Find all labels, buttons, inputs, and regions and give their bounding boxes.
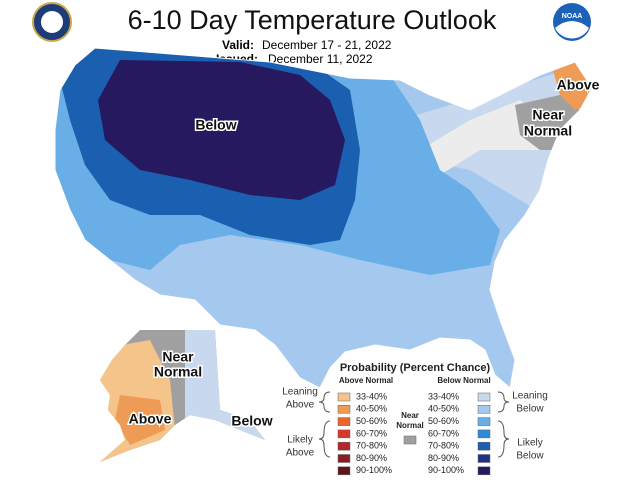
map-label: Near xyxy=(532,107,564,123)
map-label: Near xyxy=(162,349,194,365)
group-label: Leaning xyxy=(512,391,548,402)
swatch xyxy=(477,392,491,402)
swatch xyxy=(477,405,491,414)
bin-label: 80-90% xyxy=(428,453,459,463)
swatch xyxy=(337,417,351,426)
bin-label: 33-40% xyxy=(356,391,387,401)
bin-label: 70-80% xyxy=(428,441,459,451)
commerce-logo-inner xyxy=(41,11,63,33)
group-label: Leaning xyxy=(282,387,318,398)
group-label: Below xyxy=(516,451,544,462)
map-label: Below xyxy=(231,413,272,429)
group-label: Below xyxy=(516,404,544,415)
bin-label: 80-90% xyxy=(356,453,387,463)
near-normal-label: Near xyxy=(401,411,419,420)
legend-header: Below Normal xyxy=(437,376,490,385)
bin-label: 90-100% xyxy=(428,465,464,475)
map-label: Below xyxy=(195,117,236,133)
near-normal-label: Normal xyxy=(396,421,424,430)
title: 6-10 Day Temperature Outlook xyxy=(128,5,497,35)
bin-label: 40-50% xyxy=(356,404,387,414)
bin-label: 90-100% xyxy=(356,465,392,475)
zone-90-100-below xyxy=(98,60,345,200)
bin-label: 50-60% xyxy=(428,416,459,426)
bin-label: 40-50% xyxy=(428,404,459,414)
bin-label: 33-40% xyxy=(428,391,459,401)
group-label: Likely xyxy=(517,438,543,449)
legend-header: Above Normal xyxy=(339,376,393,385)
group-label: Above xyxy=(286,400,315,411)
swatch xyxy=(337,429,351,439)
legend: Probability (Percent Chance) Above Norma… xyxy=(282,362,548,475)
swatch xyxy=(477,454,491,463)
issued-date: December 11, 2022 xyxy=(268,52,373,66)
swatch xyxy=(337,405,351,414)
bin-label: 60-70% xyxy=(356,428,387,438)
swatch xyxy=(477,429,491,439)
bin-label: 60-70% xyxy=(428,428,459,438)
swatch xyxy=(403,435,417,445)
legend-braces xyxy=(318,391,510,458)
ak-below xyxy=(185,330,265,462)
map-label: Above xyxy=(129,411,172,427)
swatch xyxy=(477,441,491,451)
bin-label: 50-60% xyxy=(356,416,387,426)
valid-dates: December 17 - 21, 2022 xyxy=(262,38,392,52)
noaa-logo-wave xyxy=(555,21,589,39)
map-label: Normal xyxy=(154,364,202,380)
swatch xyxy=(337,441,351,451)
group-label: Likely xyxy=(287,435,313,446)
swatch xyxy=(337,392,351,402)
alaska xyxy=(100,330,265,462)
swatch xyxy=(477,417,491,426)
valid-label: Valid: xyxy=(222,38,254,52)
map-label: Above xyxy=(557,77,600,93)
swatch xyxy=(477,466,491,476)
group-label: Above xyxy=(286,448,315,459)
legend-title: Probability (Percent Chance) xyxy=(340,362,491,374)
swatch xyxy=(337,466,351,476)
bin-label: 70-80% xyxy=(356,441,387,451)
swatch xyxy=(337,454,351,463)
ak-above-40 xyxy=(115,395,165,445)
map-label: Normal xyxy=(524,123,572,139)
noaa-logo-text: NOAA xyxy=(562,13,583,20)
